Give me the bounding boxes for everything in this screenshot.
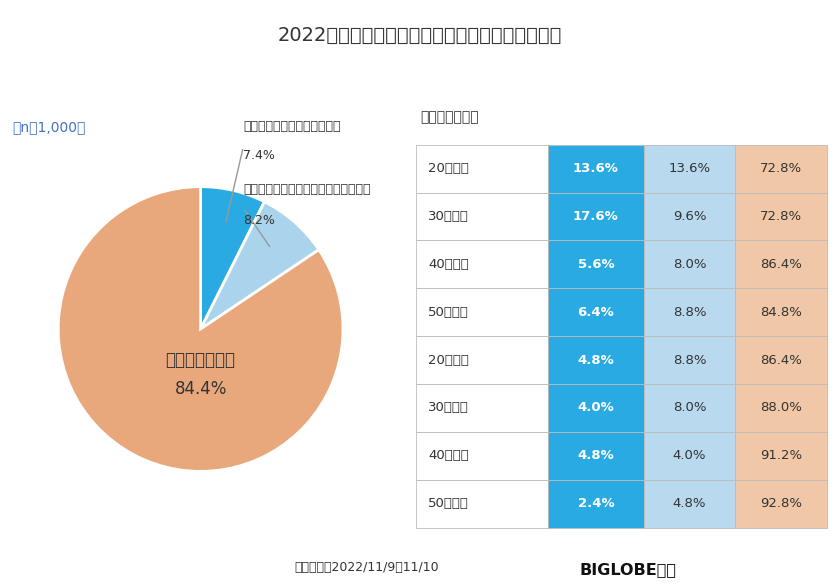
Bar (548, 384, 644, 432)
Text: 84.4%: 84.4% (175, 380, 227, 398)
Text: 86.4%: 86.4% (760, 258, 802, 271)
Text: 2.4%: 2.4% (578, 497, 614, 510)
Bar (735, 432, 827, 480)
Text: 調査期間：2022/11/9〜11/10: 調査期間：2022/11/9〜11/10 (294, 561, 438, 574)
Wedge shape (58, 186, 343, 471)
Text: 4.0%: 4.0% (578, 401, 614, 414)
Bar (644, 288, 735, 336)
Bar (548, 145, 644, 193)
Bar (548, 480, 644, 527)
Wedge shape (201, 202, 319, 329)
Text: 4.0%: 4.0% (673, 449, 706, 462)
Text: BIGLOBE調べ: BIGLOBE調べ (580, 563, 676, 577)
Text: 20代男性: 20代男性 (428, 162, 469, 175)
Bar (735, 288, 827, 336)
Text: 8.8%: 8.8% (673, 353, 706, 367)
Text: 2022年の忘年会（プライベート）の予定があるか: 2022年の忘年会（プライベート）の予定があるか (278, 26, 562, 45)
Bar (548, 336, 644, 384)
Text: 8.2%: 8.2% (244, 214, 276, 227)
Text: 7.4%: 7.4% (244, 149, 276, 162)
Text: 50代女性: 50代女性 (428, 497, 469, 510)
Bar (644, 384, 735, 432)
Bar (416, 384, 548, 432)
Bar (735, 193, 827, 240)
Text: 4.8%: 4.8% (578, 449, 614, 462)
Bar (416, 193, 548, 240)
Bar (735, 240, 827, 288)
Text: 17.6%: 17.6% (573, 210, 619, 223)
Text: 91.2%: 91.2% (760, 449, 802, 462)
Text: 4.8%: 4.8% (578, 353, 614, 367)
Text: 5.6%: 5.6% (578, 258, 614, 271)
Text: 40代女性: 40代女性 (428, 449, 469, 462)
Bar (644, 193, 735, 240)
Text: 8.8%: 8.8% (673, 306, 706, 319)
Text: 84.8%: 84.8% (760, 306, 802, 319)
Text: （n＝1,000）: （n＝1,000） (13, 120, 86, 134)
Text: 9.6%: 9.6% (673, 210, 706, 223)
Bar (416, 480, 548, 527)
Text: 8.0%: 8.0% (673, 401, 706, 414)
Text: 20代女性: 20代女性 (428, 353, 469, 367)
Bar (548, 193, 644, 240)
Bar (416, 432, 548, 480)
Text: 8.0%: 8.0% (673, 258, 706, 271)
Text: ＜年代・性別＞: ＜年代・性別＞ (420, 111, 479, 125)
Text: 4.8%: 4.8% (673, 497, 706, 510)
Text: 92.8%: 92.8% (760, 497, 802, 510)
Text: 13.6%: 13.6% (573, 162, 619, 175)
Bar (644, 432, 735, 480)
Text: 72.8%: 72.8% (760, 162, 802, 175)
Bar (735, 384, 827, 432)
Text: 6.4%: 6.4% (578, 306, 614, 319)
Bar (548, 432, 644, 480)
Text: 86.4%: 86.4% (760, 353, 802, 367)
Text: 88.0%: 88.0% (760, 401, 802, 414)
Text: 30代女性: 30代女性 (428, 401, 469, 414)
Bar (735, 145, 827, 193)
Bar (548, 240, 644, 288)
Bar (416, 145, 548, 193)
Bar (735, 480, 827, 527)
Bar (644, 480, 735, 527)
Text: 30代男性: 30代男性 (428, 210, 469, 223)
Bar (416, 240, 548, 288)
Text: 72.8%: 72.8% (760, 210, 802, 223)
Text: 50代男性: 50代男性 (428, 306, 469, 319)
Bar (644, 240, 735, 288)
Wedge shape (201, 186, 265, 329)
Text: すでに日程など決まっている: すでに日程など決まっている (244, 120, 341, 134)
Text: 13.6%: 13.6% (669, 162, 711, 175)
Text: 日程は決まっていないが開催する予定: 日程は決まっていないが開催する予定 (244, 183, 370, 196)
Bar (548, 288, 644, 336)
Bar (644, 336, 735, 384)
Bar (644, 145, 735, 193)
Bar (735, 336, 827, 384)
Text: まだ予定はない: まだ予定はない (165, 352, 235, 369)
Text: 40代男性: 40代男性 (428, 258, 469, 271)
Bar (416, 288, 548, 336)
Bar (416, 336, 548, 384)
